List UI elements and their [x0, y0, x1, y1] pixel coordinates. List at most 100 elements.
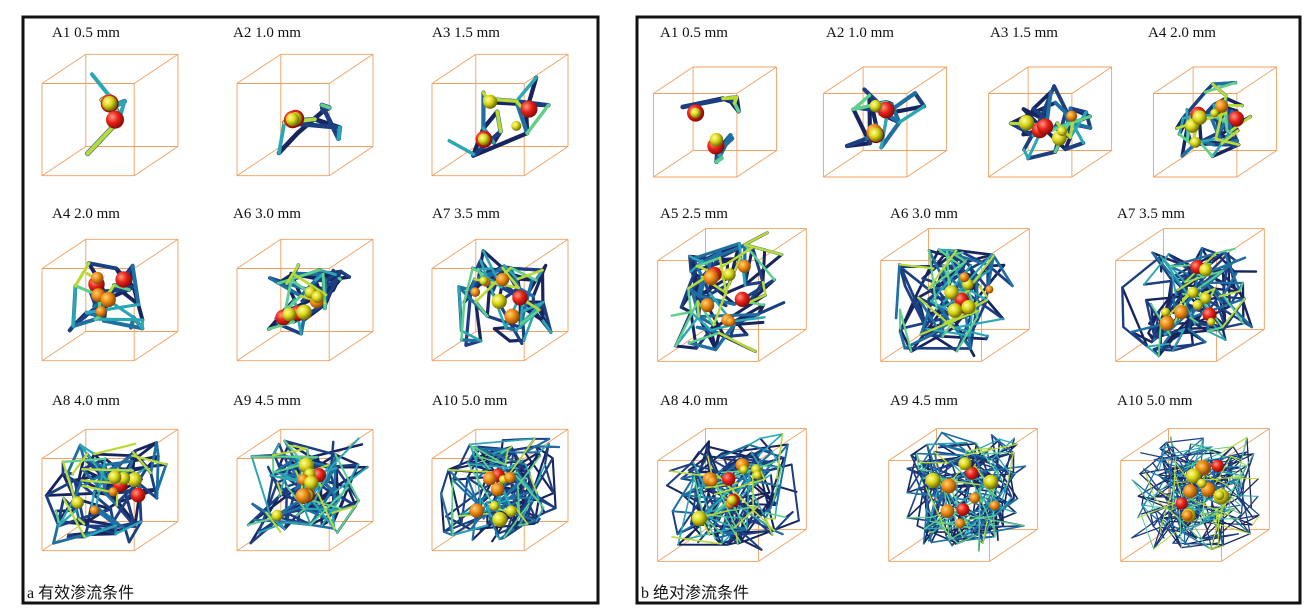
pore [89, 505, 100, 515]
pore [869, 99, 882, 113]
pore [1160, 307, 1171, 317]
cube-label: A7 3.5 mm [432, 206, 500, 222]
panel-b-frame [635, 15, 1302, 605]
cube-label: A2 1.0 mm [233, 25, 301, 41]
pore [1189, 136, 1201, 148]
pore [490, 482, 505, 497]
cube-frame [431, 53, 569, 177]
pore [106, 110, 124, 129]
throat [281, 102, 343, 142]
pore [1186, 468, 1202, 484]
throat [71, 284, 144, 330]
pore [1159, 315, 1175, 331]
pore-network [1115, 228, 1265, 362]
pore [483, 94, 498, 109]
pore [304, 475, 319, 490]
cube-label: A9 4.5 mm [233, 393, 301, 409]
pore [1214, 99, 1229, 113]
throat [320, 103, 332, 110]
pore [512, 290, 528, 306]
pore [959, 272, 970, 283]
cube-frame [41, 238, 179, 362]
pore [505, 505, 517, 517]
cube-label: A5 2.5 mm [660, 206, 728, 222]
pore [947, 303, 963, 318]
pore [1207, 317, 1216, 326]
throat [473, 266, 544, 312]
pore [1192, 299, 1204, 311]
pore [734, 291, 750, 307]
throat [721, 95, 739, 105]
cube-label: A1 0.5 mm [52, 25, 120, 41]
pore [722, 268, 736, 281]
pore [295, 488, 311, 504]
pore [282, 307, 297, 322]
cube-label: A4 2.0 mm [1148, 25, 1216, 41]
pore [1197, 478, 1207, 489]
pore [470, 287, 481, 297]
pore [925, 472, 941, 489]
throat [54, 457, 107, 524]
pore [504, 472, 516, 484]
cube-label: A10 5.0 mm [1117, 393, 1193, 409]
pore [944, 285, 959, 300]
pore [1228, 111, 1245, 127]
pore [1214, 490, 1225, 501]
cube-frame [652, 66, 778, 178]
throat [898, 248, 979, 353]
pore [690, 107, 701, 119]
pore [285, 112, 300, 127]
pore [1202, 307, 1217, 322]
pore [1211, 459, 1225, 473]
cube-label: A2 1.0 mm [826, 25, 894, 41]
cube-label: A3 1.5 mm [432, 25, 500, 41]
pore [1192, 110, 1207, 125]
pore-network [236, 53, 374, 177]
cube-label: A6 3.0 mm [890, 206, 958, 222]
throat [525, 103, 551, 135]
pore [737, 259, 751, 273]
pore-network [1120, 428, 1270, 562]
pore [700, 298, 715, 313]
pore-network [41, 53, 179, 177]
pore [721, 472, 736, 486]
pore-network [652, 66, 778, 178]
cube-label: A8 4.0 mm [52, 393, 120, 409]
cube-label: A3 1.5 mm [990, 25, 1058, 41]
pore [1210, 108, 1219, 118]
pore [95, 306, 107, 317]
pore [1175, 497, 1188, 510]
pore [504, 308, 520, 325]
pore [726, 495, 737, 506]
pore [1200, 292, 1212, 304]
pore [520, 100, 538, 118]
cube-label: A1 0.5 mm [660, 25, 728, 41]
pore [491, 293, 507, 309]
pore [127, 472, 142, 488]
pore [108, 487, 118, 497]
pore-network [431, 53, 569, 177]
pore [941, 478, 957, 494]
pore [1037, 118, 1054, 135]
pore-network [1152, 66, 1278, 178]
cube-frame [822, 66, 948, 178]
pore [940, 504, 955, 518]
pore [984, 475, 998, 489]
pore [296, 304, 312, 320]
cube-frame [1115, 228, 1265, 362]
cube-frame [41, 53, 179, 177]
pore-network [822, 66, 948, 178]
pore [91, 271, 104, 285]
throat [481, 91, 528, 134]
pore-network [236, 238, 374, 362]
pore [71, 496, 84, 509]
pore [1183, 484, 1198, 499]
cube-frame [1152, 66, 1278, 178]
pore-network [880, 228, 1030, 362]
pore [691, 510, 707, 527]
pore [956, 503, 970, 516]
pore [877, 101, 895, 119]
pore [1066, 110, 1078, 122]
cube-label: A9 4.5 mm [890, 393, 958, 409]
cube-label: A10 5.0 mm [432, 393, 508, 409]
